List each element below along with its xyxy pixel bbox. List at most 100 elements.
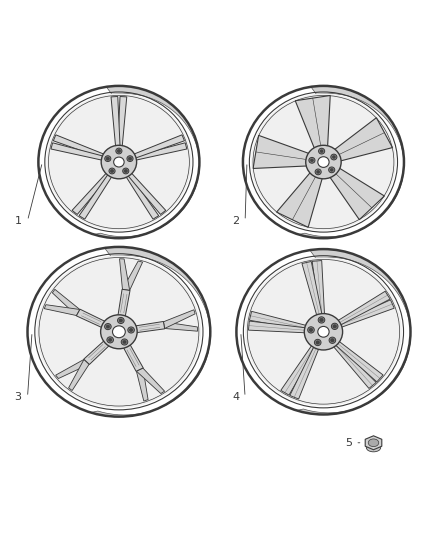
- Ellipse shape: [117, 149, 120, 152]
- Polygon shape: [249, 311, 307, 330]
- Ellipse shape: [110, 169, 113, 173]
- Polygon shape: [295, 95, 330, 149]
- Polygon shape: [118, 289, 130, 317]
- Ellipse shape: [107, 337, 113, 343]
- Polygon shape: [277, 172, 323, 228]
- Polygon shape: [118, 96, 127, 147]
- Polygon shape: [335, 341, 383, 382]
- Ellipse shape: [128, 327, 134, 333]
- Ellipse shape: [320, 318, 323, 321]
- Ellipse shape: [331, 154, 337, 160]
- Polygon shape: [84, 340, 110, 365]
- Polygon shape: [120, 259, 130, 290]
- Ellipse shape: [318, 317, 325, 323]
- Ellipse shape: [245, 257, 402, 406]
- Ellipse shape: [123, 341, 126, 344]
- Ellipse shape: [329, 337, 336, 343]
- Ellipse shape: [311, 159, 313, 161]
- Polygon shape: [133, 135, 184, 158]
- Text: 3: 3: [14, 392, 21, 402]
- Polygon shape: [111, 96, 120, 147]
- Ellipse shape: [251, 93, 396, 231]
- Polygon shape: [163, 310, 195, 328]
- Polygon shape: [123, 344, 143, 372]
- Ellipse shape: [317, 171, 320, 173]
- Ellipse shape: [318, 148, 325, 154]
- Ellipse shape: [309, 157, 315, 163]
- Polygon shape: [281, 345, 317, 395]
- Polygon shape: [69, 359, 89, 391]
- Polygon shape: [163, 322, 198, 331]
- Ellipse shape: [366, 443, 381, 452]
- Ellipse shape: [127, 156, 133, 161]
- Ellipse shape: [105, 156, 111, 161]
- Polygon shape: [127, 172, 166, 214]
- Ellipse shape: [123, 168, 129, 174]
- Ellipse shape: [128, 157, 131, 160]
- Ellipse shape: [46, 93, 191, 231]
- Polygon shape: [299, 86, 404, 238]
- Ellipse shape: [119, 319, 123, 322]
- Ellipse shape: [37, 255, 201, 408]
- Ellipse shape: [130, 328, 133, 332]
- Ellipse shape: [328, 167, 335, 173]
- Polygon shape: [76, 309, 106, 328]
- Ellipse shape: [114, 157, 124, 167]
- Polygon shape: [134, 143, 187, 160]
- Ellipse shape: [116, 148, 122, 154]
- Polygon shape: [365, 436, 382, 450]
- Ellipse shape: [106, 157, 110, 160]
- Ellipse shape: [304, 313, 343, 350]
- Polygon shape: [91, 247, 210, 417]
- Polygon shape: [253, 135, 310, 168]
- Ellipse shape: [331, 338, 334, 342]
- Ellipse shape: [320, 150, 323, 152]
- Polygon shape: [126, 174, 159, 219]
- Ellipse shape: [124, 169, 127, 173]
- Ellipse shape: [309, 328, 313, 332]
- Polygon shape: [312, 261, 325, 316]
- Ellipse shape: [109, 338, 112, 342]
- Ellipse shape: [101, 146, 137, 179]
- Text: 5: 5: [345, 438, 352, 448]
- Polygon shape: [297, 249, 410, 415]
- Ellipse shape: [101, 315, 137, 349]
- Polygon shape: [134, 321, 165, 333]
- Ellipse shape: [306, 146, 341, 179]
- Ellipse shape: [109, 168, 115, 174]
- Polygon shape: [329, 167, 385, 220]
- Ellipse shape: [316, 341, 319, 344]
- Text: 2: 2: [232, 216, 239, 226]
- Polygon shape: [44, 305, 80, 316]
- Polygon shape: [79, 174, 112, 219]
- Ellipse shape: [106, 325, 110, 328]
- Ellipse shape: [121, 339, 128, 345]
- Ellipse shape: [105, 324, 111, 329]
- Ellipse shape: [315, 169, 321, 175]
- Ellipse shape: [318, 326, 329, 337]
- Polygon shape: [290, 346, 319, 399]
- Polygon shape: [248, 321, 306, 333]
- Text: 1: 1: [14, 216, 21, 226]
- Polygon shape: [302, 262, 322, 316]
- Polygon shape: [333, 118, 392, 161]
- Polygon shape: [339, 300, 394, 328]
- Polygon shape: [123, 261, 143, 290]
- Polygon shape: [56, 359, 89, 378]
- Ellipse shape: [113, 326, 125, 338]
- Polygon shape: [53, 289, 80, 316]
- Ellipse shape: [333, 325, 336, 328]
- Polygon shape: [51, 143, 104, 160]
- Ellipse shape: [332, 156, 336, 158]
- Polygon shape: [136, 368, 165, 393]
- Ellipse shape: [330, 168, 333, 171]
- Polygon shape: [337, 291, 390, 325]
- Polygon shape: [136, 368, 148, 401]
- Ellipse shape: [117, 318, 124, 324]
- Ellipse shape: [368, 439, 379, 447]
- Ellipse shape: [307, 327, 314, 333]
- Ellipse shape: [314, 340, 321, 345]
- Polygon shape: [72, 172, 110, 214]
- Polygon shape: [94, 86, 199, 238]
- Polygon shape: [53, 135, 105, 158]
